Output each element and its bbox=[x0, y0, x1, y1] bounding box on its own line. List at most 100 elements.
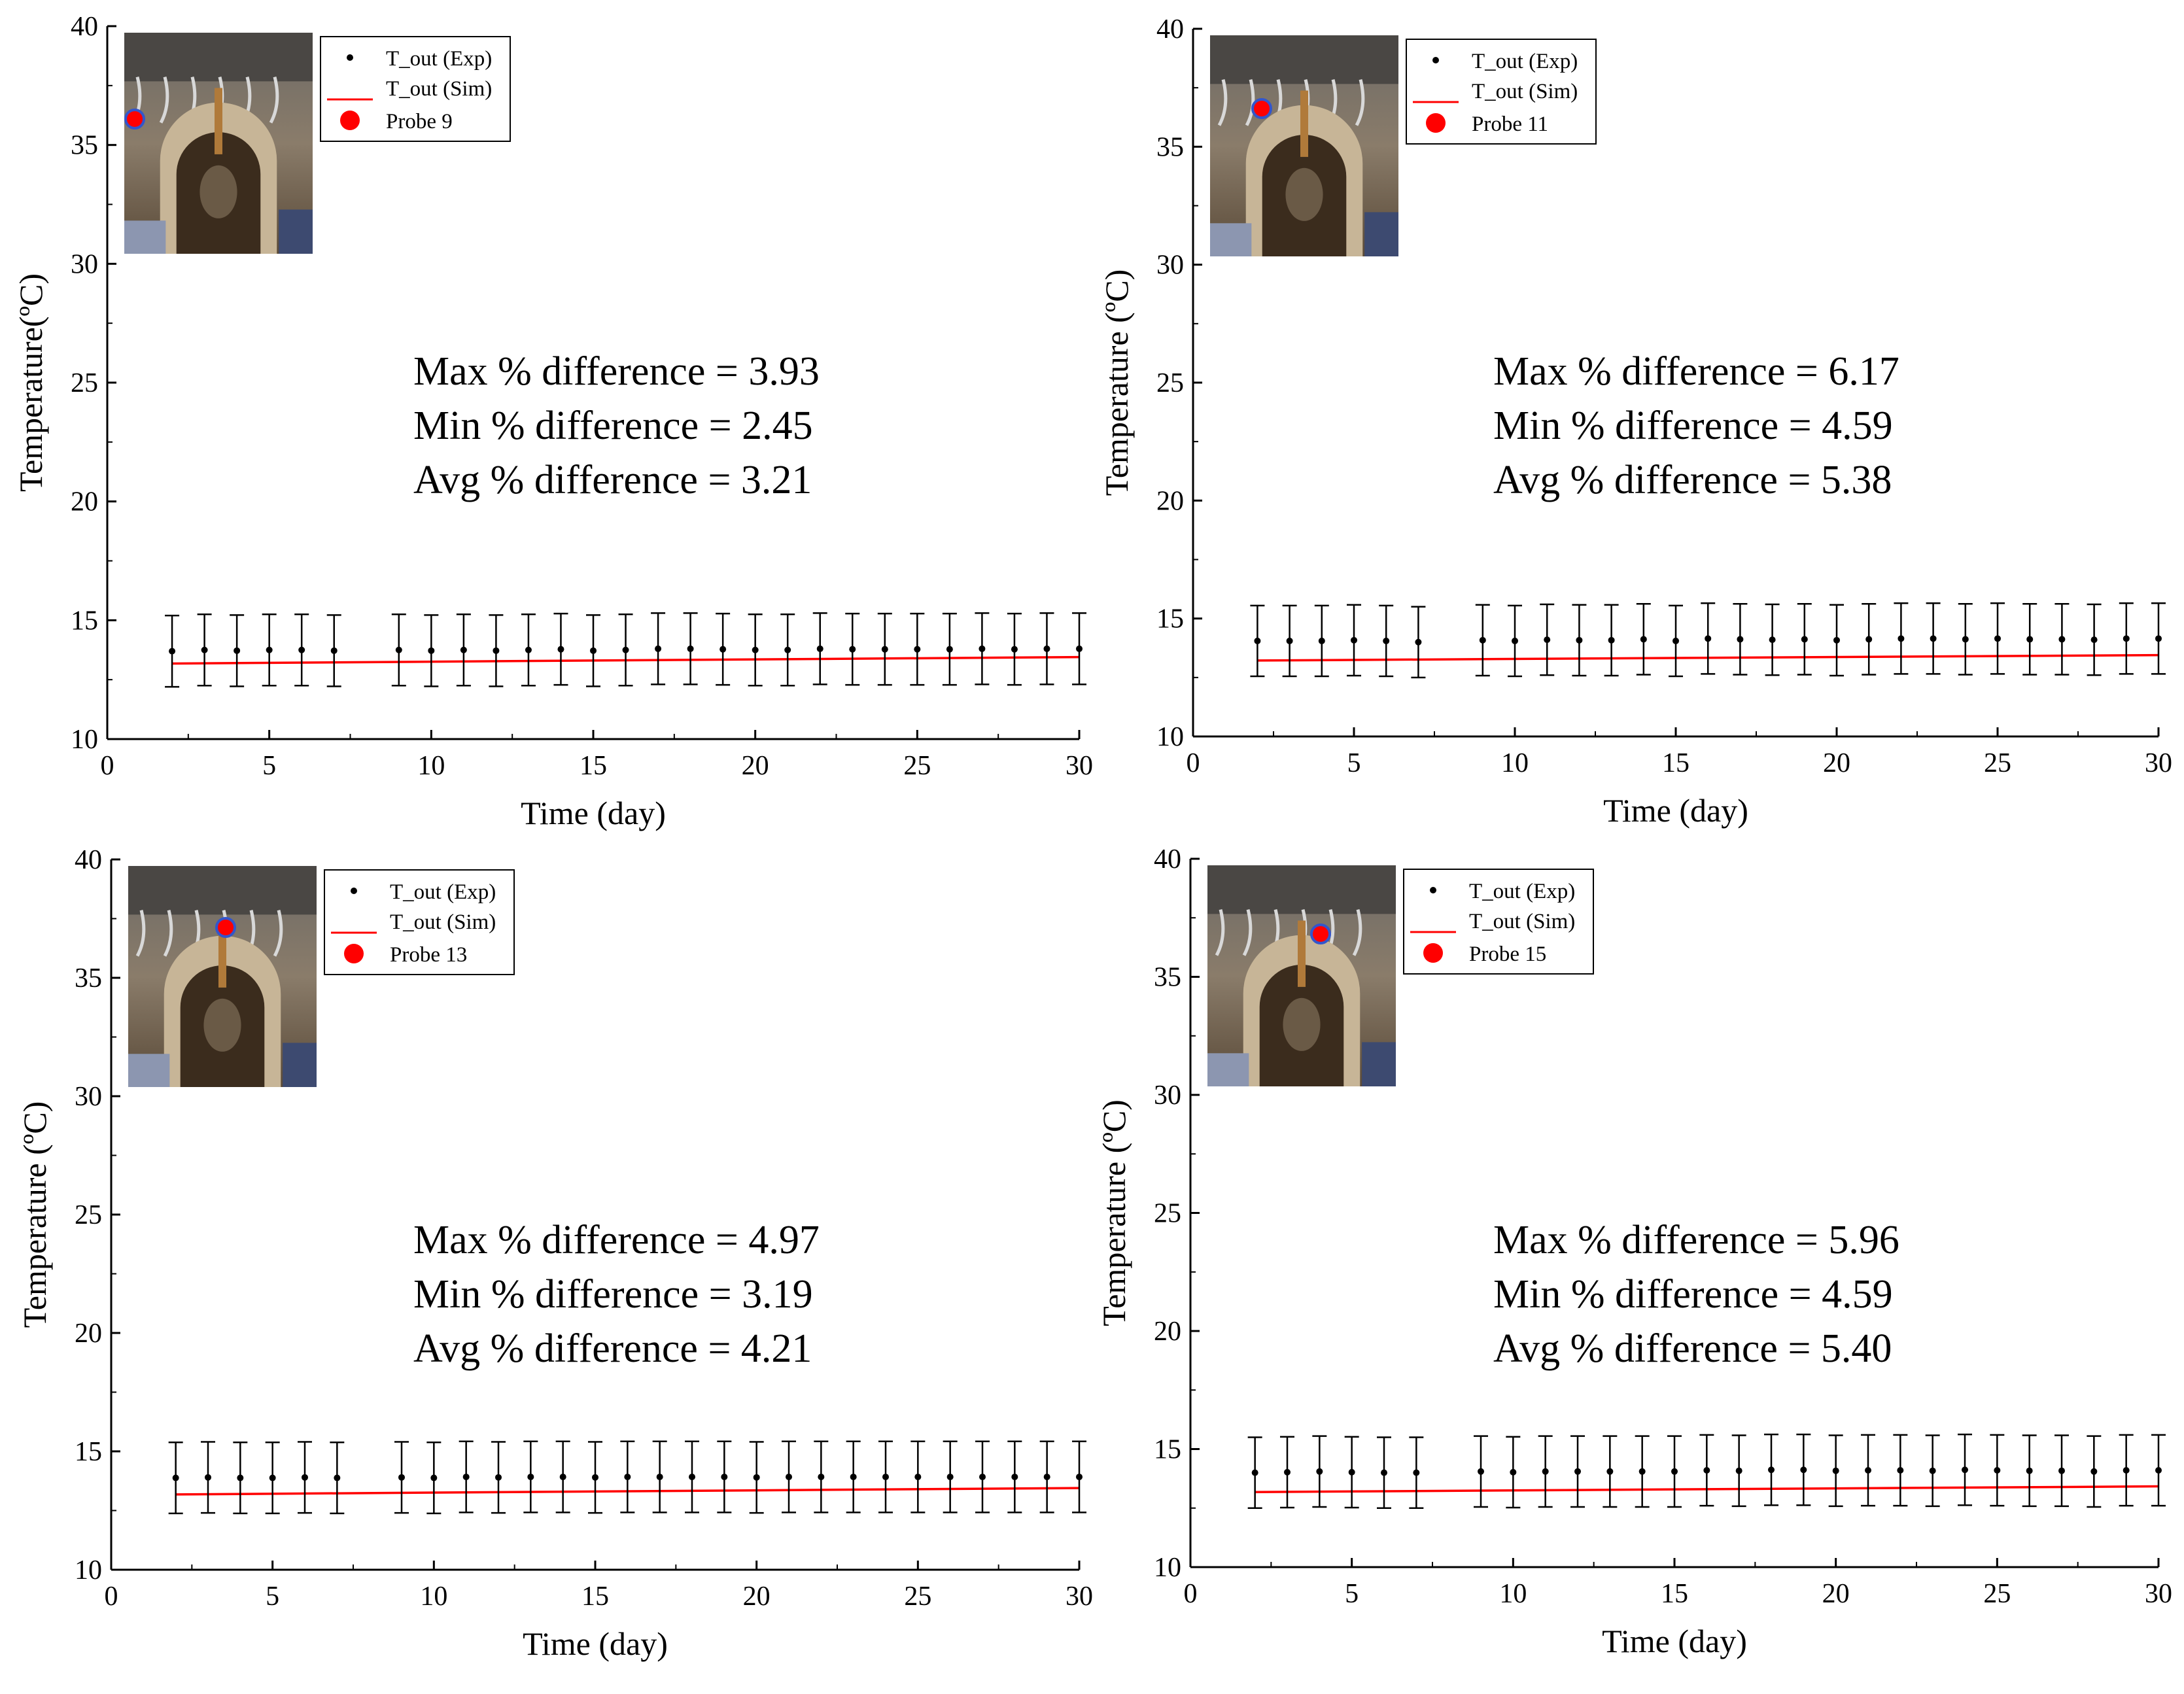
exp-data-point bbox=[1801, 636, 1808, 643]
exp-data-point bbox=[656, 1474, 663, 1481]
exp-data-point bbox=[946, 1474, 954, 1481]
legend-exp-label: T_out (Exp) bbox=[1469, 880, 1575, 903]
y-tick-label: 40 bbox=[75, 845, 102, 875]
exp-data-point bbox=[298, 646, 305, 653]
exp-data-point bbox=[205, 1474, 211, 1481]
exp-data-point bbox=[1043, 1474, 1050, 1481]
x-tick-label: 0 bbox=[1184, 1579, 1198, 1609]
exp-data-point bbox=[816, 645, 823, 652]
exp-data-point bbox=[1076, 1474, 1083, 1481]
exp-data-point bbox=[655, 645, 662, 652]
y-tick-label: 25 bbox=[1154, 1199, 1181, 1229]
exp-data-point bbox=[946, 646, 953, 653]
exp-data-point bbox=[269, 1474, 276, 1481]
exp-data-point bbox=[1415, 638, 1422, 646]
exp-data-point bbox=[849, 646, 856, 653]
exp-data-point bbox=[1737, 636, 1744, 643]
x-tick-label: 5 bbox=[266, 1582, 279, 1612]
difference-stat: Max % difference = 4.97 bbox=[413, 1218, 820, 1262]
legend-probe-marker bbox=[1423, 943, 1443, 963]
y-tick-label: 20 bbox=[71, 487, 98, 517]
difference-stat: Max % difference = 6.17 bbox=[1493, 349, 1899, 394]
exp-data-point bbox=[914, 646, 921, 653]
exp-data-point bbox=[1351, 636, 1357, 644]
x-axis-label: Time (day) bbox=[1603, 792, 1748, 829]
legend-sim-label: T_out (Sim) bbox=[1472, 80, 1578, 103]
exp-data-point bbox=[882, 1474, 889, 1481]
x-tick-label: 15 bbox=[1662, 748, 1690, 778]
x-tick-label: 30 bbox=[1066, 751, 1093, 781]
y-axis-label: Temperature (ºC) bbox=[16, 1101, 53, 1328]
exp-data-point bbox=[1544, 636, 1551, 644]
legend-sim-label: T_out (Sim) bbox=[386, 77, 492, 101]
difference-stat: Min % difference = 3.19 bbox=[413, 1272, 813, 1317]
exp-data-point bbox=[719, 646, 727, 653]
exp-data-point bbox=[1671, 1468, 1678, 1475]
y-tick-label: 10 bbox=[71, 725, 98, 755]
chart-panel-bottom-left: 0 5 10 15 20 25 30 10 15 20 25 30 35 40 Time (day) Temp… bbox=[16, 845, 1093, 1662]
exp-data-point bbox=[1254, 637, 1261, 644]
x-tick-label: 0 bbox=[1187, 748, 1200, 778]
probe-marker bbox=[215, 917, 236, 938]
exp-data-point bbox=[1865, 636, 1873, 643]
difference-stat: Min % difference = 4.59 bbox=[1493, 404, 1893, 448]
exp-data-point bbox=[1865, 1466, 1871, 1474]
exp-data-point bbox=[2123, 635, 2130, 642]
exp-data-point bbox=[460, 646, 467, 653]
exp-data-point bbox=[784, 646, 791, 653]
exp-data-point bbox=[1833, 636, 1840, 644]
y-axis-label: Temperature (ºC) bbox=[1096, 1099, 1132, 1326]
x-tick-label: 25 bbox=[903, 751, 931, 781]
x-tick-label: 25 bbox=[904, 1582, 931, 1612]
exp-data-point bbox=[237, 1474, 244, 1481]
legend-probe-label: Probe 13 bbox=[390, 943, 467, 967]
exp-data-point bbox=[1251, 1469, 1258, 1476]
exp-data-point bbox=[689, 1474, 695, 1481]
y-tick-label: 40 bbox=[1154, 844, 1181, 874]
exp-data-point bbox=[1994, 635, 2001, 642]
y-tick-label: 15 bbox=[75, 1437, 102, 1467]
legend-probe-marker bbox=[340, 111, 360, 130]
tunnel-photo bbox=[1207, 865, 1396, 1086]
y-tick-label: 35 bbox=[1154, 963, 1181, 993]
difference-stat: Min % difference = 2.45 bbox=[413, 404, 813, 448]
x-tick-label: 20 bbox=[742, 751, 769, 781]
exp-data-point bbox=[557, 646, 564, 653]
difference-stat: Max % difference = 5.96 bbox=[1493, 1218, 1899, 1262]
y-tick-label: 10 bbox=[1154, 1553, 1181, 1583]
probe-marker bbox=[1251, 98, 1272, 119]
exp-data-point bbox=[753, 1474, 760, 1481]
exp-data-point bbox=[1043, 645, 1050, 652]
exp-data-point bbox=[1383, 637, 1390, 644]
exp-data-point bbox=[398, 1474, 405, 1481]
exp-data-point bbox=[1768, 1466, 1775, 1474]
exp-data-point bbox=[2026, 636, 2034, 643]
exp-data-point bbox=[1479, 636, 1486, 644]
exp-data-point bbox=[2058, 636, 2066, 643]
exp-data-point bbox=[2123, 1466, 2130, 1474]
y-tick-label: 30 bbox=[1154, 1080, 1181, 1111]
x-tick-label: 5 bbox=[1347, 748, 1361, 778]
probe-marker bbox=[124, 109, 145, 130]
exp-data-point bbox=[1606, 1468, 1614, 1475]
exp-data-point bbox=[495, 1474, 502, 1481]
x-axis-label: Time (day) bbox=[1602, 1623, 1747, 1659]
exp-data-point bbox=[624, 1474, 631, 1481]
exp-data-point bbox=[2090, 636, 2098, 644]
chart-panel-bottom-right: 0 5 10 15 20 25 30 10 15 20 25 30 35 40 Time (day) Temp… bbox=[1096, 844, 2172, 1659]
exp-data-point bbox=[1608, 636, 1615, 644]
y-tick-label: 10 bbox=[75, 1555, 102, 1585]
exp-data-point bbox=[979, 645, 986, 652]
exp-data-point bbox=[1703, 1466, 1710, 1474]
exp-data-point bbox=[622, 646, 629, 653]
difference-stat: Avg % difference = 4.21 bbox=[413, 1326, 812, 1371]
exp-data-point bbox=[1478, 1468, 1484, 1475]
exp-data-point bbox=[1673, 637, 1679, 644]
exp-data-point bbox=[914, 1474, 922, 1481]
exp-data-point bbox=[428, 647, 435, 654]
exp-data-point bbox=[1316, 1468, 1323, 1475]
y-tick-label: 25 bbox=[1156, 368, 1184, 398]
difference-stat: Avg % difference = 5.40 bbox=[1493, 1326, 1892, 1371]
y-tick-label: 30 bbox=[71, 249, 98, 279]
